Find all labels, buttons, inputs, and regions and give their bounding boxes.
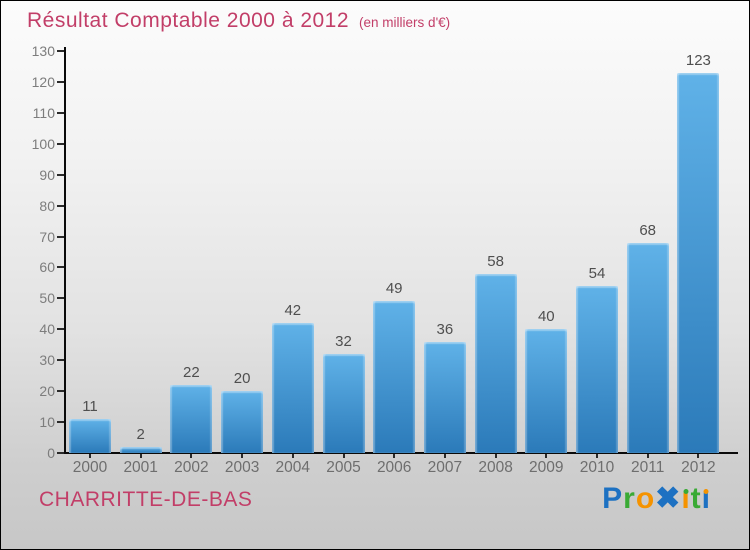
x-axis-tick [241, 454, 244, 458]
y-axis-tick-label: 40 [39, 321, 55, 338]
x-axis-label: 2001 [123, 459, 158, 476]
bar-2006 [373, 301, 416, 453]
y-axis-tick [57, 328, 64, 331]
x-axis-tick [494, 454, 497, 458]
y-axis-tick-label: 120 [31, 73, 55, 90]
y-axis-line [64, 47, 66, 454]
bar-2008 [474, 273, 517, 453]
bar-2009 [525, 329, 568, 453]
x-axis-line [64, 452, 738, 454]
x-axis-tick [596, 454, 598, 458]
chart-title: Résultat Comptable 2000 à 2012 [27, 9, 350, 32]
bar-2010 [576, 286, 618, 453]
x-axis-label: 2002 [174, 459, 209, 476]
bar-value-label: 40 [537, 308, 555, 326]
logo-letter-dot [703, 489, 709, 494]
x-axis-tick [393, 454, 396, 458]
x-axis-tick [139, 454, 142, 458]
y-axis-tick-label: 20 [39, 383, 55, 400]
y-axis-tick [57, 80, 64, 83]
y-axis-tick [57, 235, 64, 238]
y-axis-tick [57, 297, 64, 300]
x-axis-label: 2000 [72, 459, 108, 476]
x-axis-tick [646, 454, 649, 458]
x-axis-tick [190, 454, 193, 458]
x-axis-label: 2012 [681, 459, 716, 476]
bar-value-label: 22 [183, 363, 200, 381]
x-axis-tick [291, 454, 294, 458]
x-axis-label: 2004 [275, 459, 311, 476]
bar-value-label: 2 [136, 425, 145, 443]
bar-2003 [221, 391, 264, 453]
y-axis-tick [57, 50, 64, 52]
logo-letter-dot [683, 489, 689, 494]
logo-letter: P [602, 482, 624, 515]
bar-value-label: 54 [588, 265, 606, 282]
x-axis-tick [89, 454, 91, 458]
y-axis-tick-label: 0 [47, 445, 55, 461]
y-axis-tick [57, 173, 64, 176]
bar-value-label: 68 [639, 221, 657, 239]
chart-unit-label: (en milliers d'€) [359, 15, 451, 30]
x-axis-label: 2009 [529, 459, 564, 476]
logo-letter: ı [681, 482, 691, 515]
bar-2001 [119, 446, 162, 453]
bar-value-label: 11 [82, 397, 98, 415]
x-axis-label: 2003 [224, 459, 260, 476]
logo-letter: o [635, 482, 656, 515]
logo-letter: t [690, 482, 702, 515]
x-axis-tick [697, 454, 700, 458]
y-axis-tick-label: 30 [39, 352, 55, 369]
y-axis-tick-label: 130 [31, 43, 55, 59]
bar-2012 [677, 72, 720, 453]
logo-letter: ✖ [655, 482, 682, 515]
y-axis-tick-label: 90 [39, 166, 55, 183]
logo-letter: r [623, 482, 636, 515]
page-title: Résultat Comptable 2000 à 2012 (en milli… [27, 9, 450, 33]
y-axis-tick [57, 204, 64, 207]
bar-2002 [170, 384, 213, 453]
y-axis-tick-label: 50 [39, 290, 55, 307]
bar-2011 [626, 242, 669, 453]
bar-2007 [423, 341, 466, 453]
x-axis-tick [443, 454, 446, 458]
y-axis-tick [57, 390, 64, 393]
x-axis-label: 2008 [478, 459, 513, 476]
y-axis-tick [57, 111, 64, 114]
x-axis-tick [545, 454, 548, 458]
y-axis-tick-label: 100 [31, 135, 55, 152]
y-axis-tick-label: 10 [39, 414, 55, 431]
commune-name: CHARRITTE-DE-BAS [39, 488, 253, 511]
y-axis-tick [57, 452, 64, 454]
y-axis-tick [57, 421, 64, 424]
x-axis-label: 2005 [326, 459, 361, 476]
y-axis-tick-label: 110 [32, 104, 55, 121]
bar-value-label: 123 [685, 51, 711, 69]
y-axis-tick-label: 80 [39, 197, 55, 214]
bar-2000 [69, 418, 111, 453]
y-axis-tick [57, 266, 64, 269]
bar-2005 [322, 354, 365, 453]
bar-value-label: 49 [385, 280, 403, 298]
x-axis-label: 2006 [376, 459, 412, 476]
bar-value-label: 42 [284, 302, 302, 320]
y-axis-tick-label: 60 [39, 259, 55, 276]
bar-value-label: 58 [487, 252, 504, 270]
x-axis-label: 2010 [579, 459, 615, 476]
x-axis-tick [342, 454, 345, 458]
y-axis-tick [57, 359, 64, 362]
bar-value-label: 20 [233, 370, 251, 388]
bar-value-label: 32 [335, 333, 352, 351]
y-axis-tick-label: 70 [39, 228, 55, 245]
bar-value-label: 36 [436, 320, 454, 338]
x-axis-label: 2011 [631, 459, 665, 476]
logo-letter: ı [701, 482, 711, 515]
x-axis-label: 2007 [427, 459, 463, 476]
y-axis-tick [57, 142, 64, 145]
bar-2004 [271, 323, 314, 453]
